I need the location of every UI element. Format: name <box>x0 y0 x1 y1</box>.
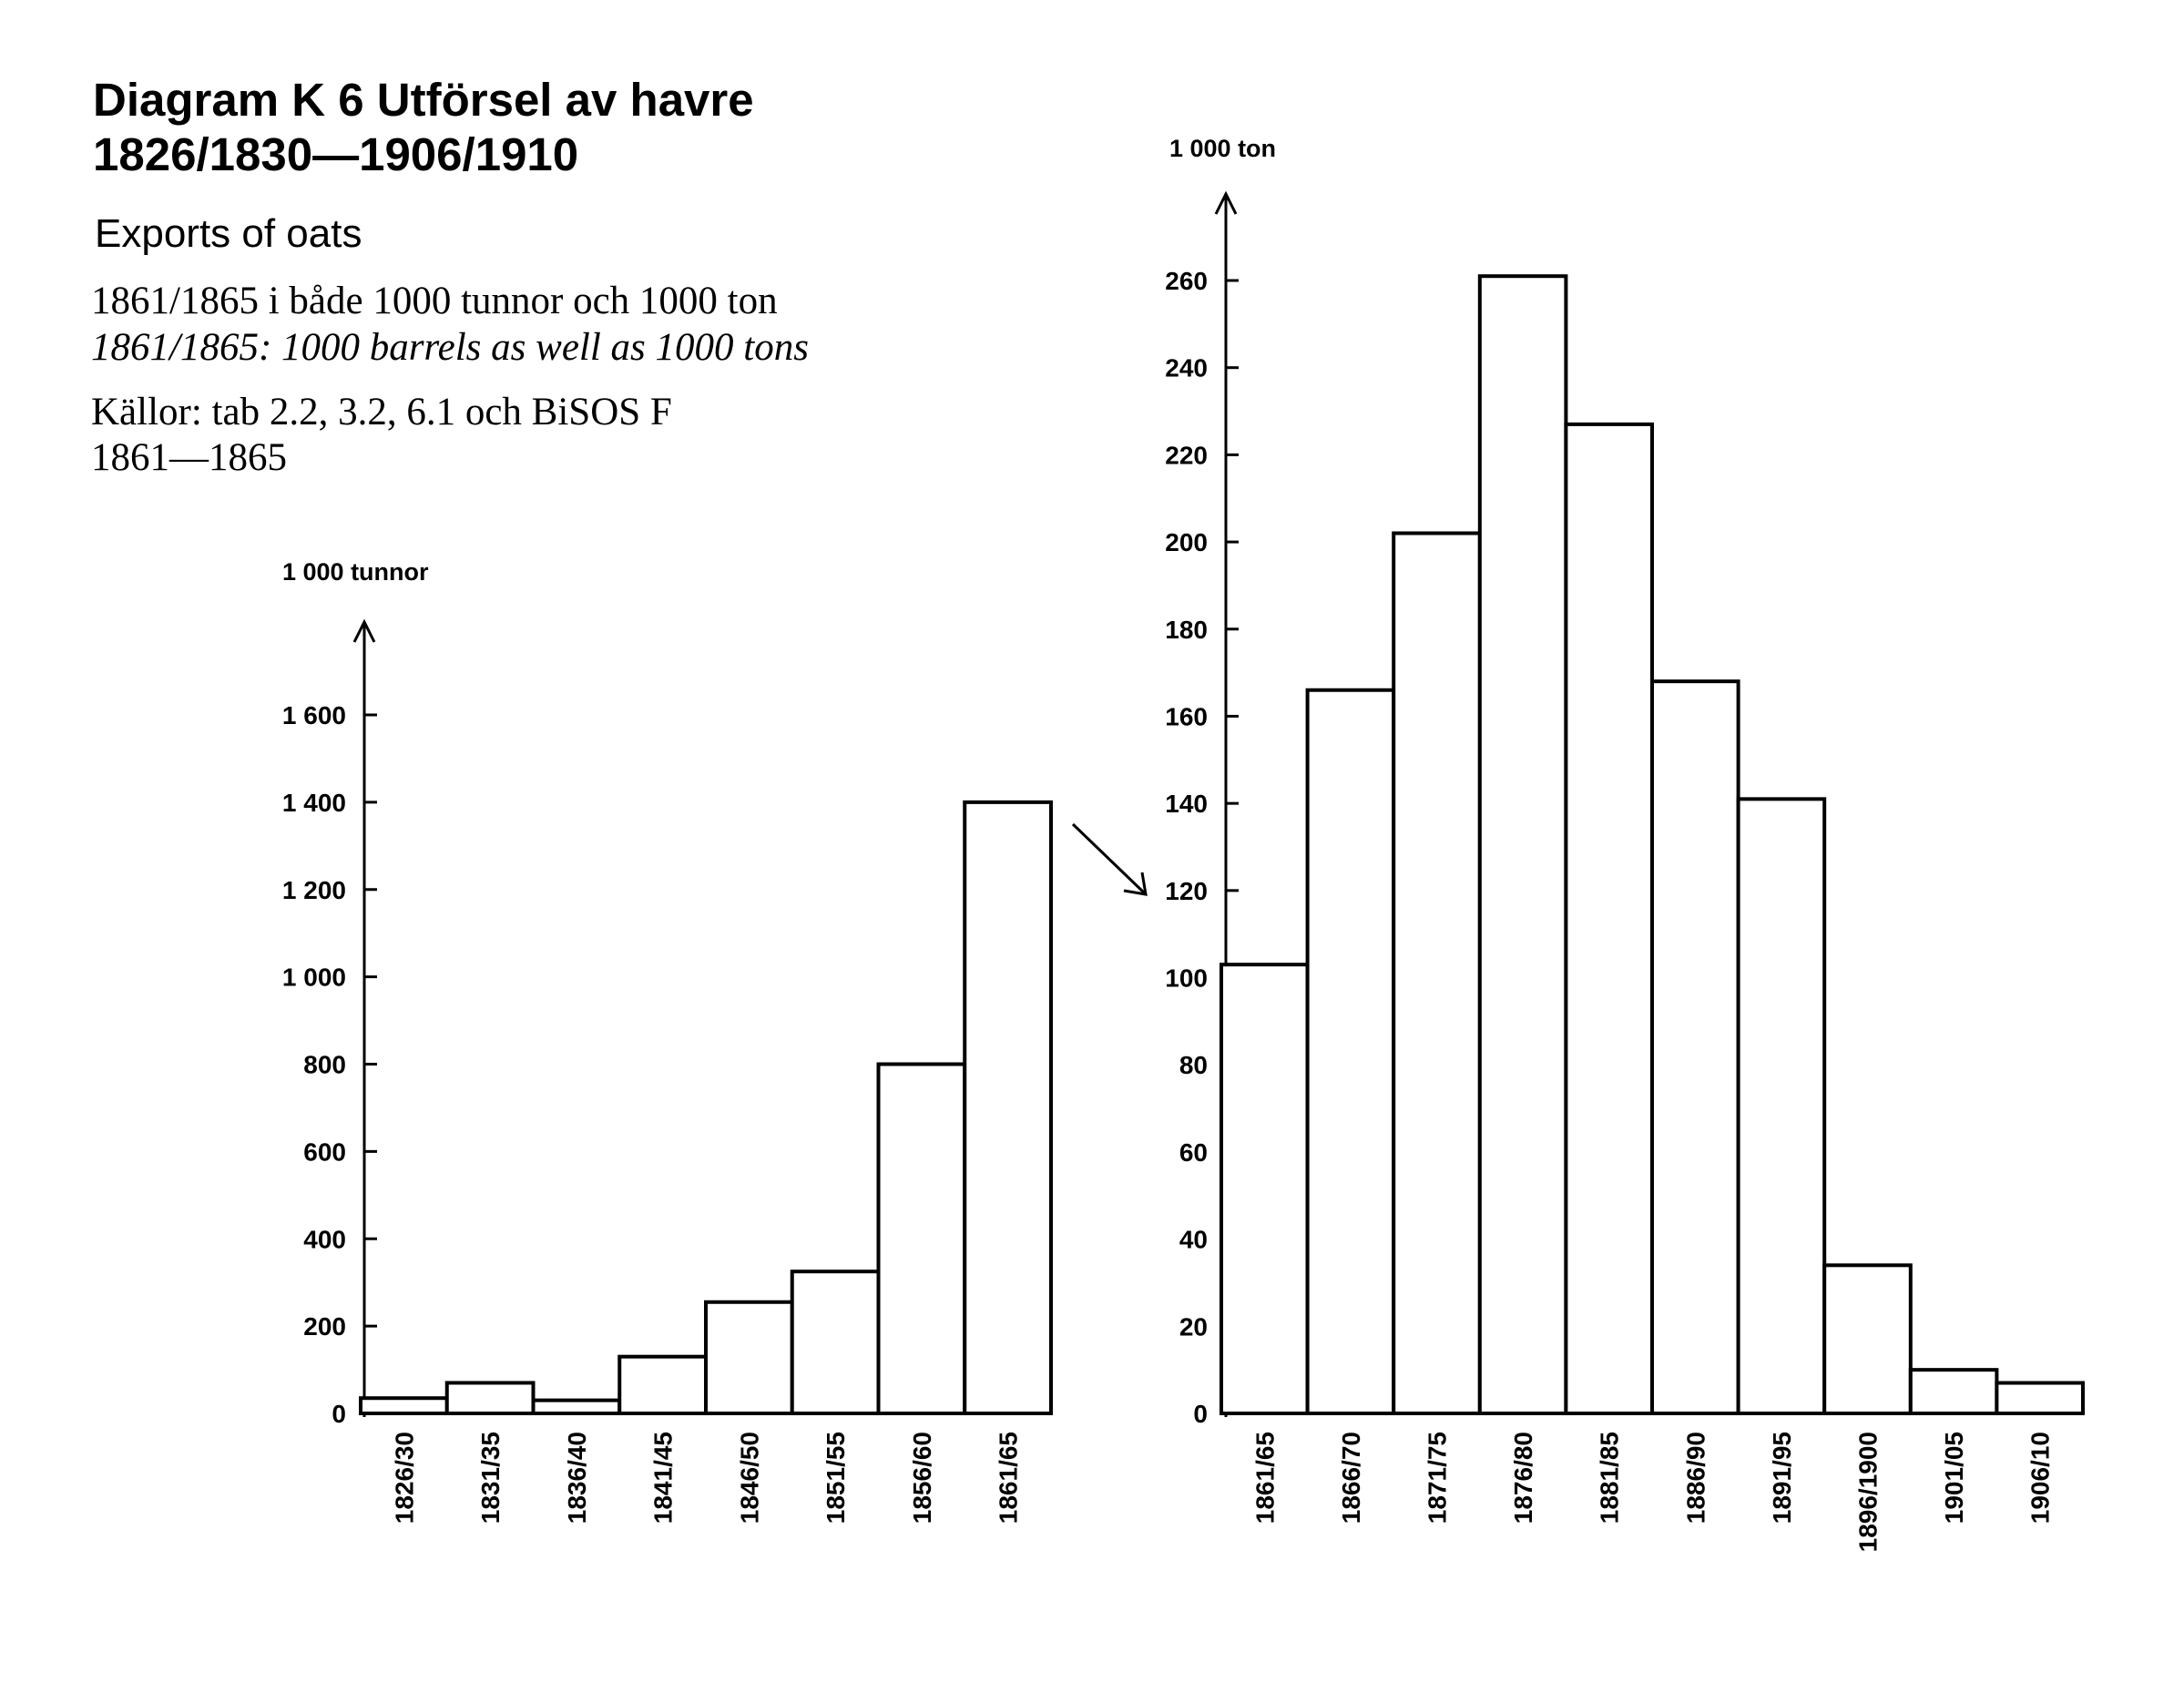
x-tick-label: 1896/1900 <box>1854 1432 1883 1552</box>
sources-line-2: 1861—1865 <box>91 436 287 479</box>
y-tick-label: 240 <box>1165 354 1208 382</box>
x-tick-label: 1861/65 <box>1250 1432 1279 1524</box>
x-tick-label: 1901/05 <box>1940 1432 1968 1524</box>
x-tick-label: 1851/55 <box>822 1432 850 1524</box>
x-tick-label: 1846/50 <box>735 1432 763 1524</box>
y-tick-label: 140 <box>1165 790 1208 818</box>
bar <box>1392 531 1482 1415</box>
y-tick-label: 120 <box>1165 877 1208 905</box>
chart-title: Diagram K 6 Utförsel av havre 1826/1830—… <box>93 73 876 182</box>
bar <box>1822 1263 1913 1416</box>
sources-note: Källor: tab 2.2, 3.2, 6.1 och BiSOS F 18… <box>91 390 870 481</box>
x-tick-label: 1831/35 <box>476 1432 505 1524</box>
x-tick-label: 1891/95 <box>1768 1432 1796 1524</box>
y-tick-label: 40 <box>1179 1226 1208 1254</box>
y-axis-label: 1 000 ton <box>1169 135 1276 162</box>
bar <box>359 1396 449 1416</box>
bar <box>704 1300 794 1416</box>
bar <box>1564 422 1655 1415</box>
y-tick-label: 0 <box>332 1400 346 1428</box>
y-tick-label: 60 <box>1179 1138 1208 1167</box>
y-tick-label: 260 <box>1165 267 1208 295</box>
bar <box>617 1354 708 1416</box>
bar <box>1908 1368 1999 1415</box>
y-axis-arrow <box>1214 190 1238 215</box>
title-line-2: 1826/1830—1906/1910 <box>93 128 579 180</box>
bar <box>876 1062 967 1415</box>
y-tick-label: 20 <box>1179 1312 1208 1341</box>
x-tick-label: 1856/60 <box>908 1432 936 1524</box>
y-axis-label: 1 000 tunnor <box>282 558 429 586</box>
chart-tons: 1 000 ton 0 20 40 60 80 100 120 140 160 180 200 220 2… <box>1165 135 2085 1552</box>
note-swedish: 1861/1865 i både 1000 tunnor och 1000 to… <box>91 280 778 322</box>
bar <box>1650 679 1740 1415</box>
y-tick-label: 1 200 <box>282 876 346 904</box>
sources-line-1: Källor: tab 2.2, 3.2, 6.1 och BiSOS F <box>91 391 672 433</box>
bar <box>790 1270 881 1415</box>
title-line-1: Diagram K 6 Utförsel av havre <box>93 74 754 126</box>
bar <box>1995 1381 2085 1415</box>
y-tick-label: 100 <box>1165 964 1208 993</box>
subtitle-english: Exports of oats <box>95 211 362 256</box>
x-tick-label: 1866/70 <box>1337 1432 1365 1524</box>
y-tick-label: 600 <box>303 1137 346 1166</box>
x-tick-label: 1861/65 <box>995 1432 1023 1524</box>
chart-barrels: 1 000 tunnor 0 200 400 600 800 1 000 1 200 1 400… <box>282 558 1053 1524</box>
y-tick-label: 800 <box>303 1051 346 1079</box>
y-tick-label: 220 <box>1165 441 1208 469</box>
y-tick-label: 180 <box>1165 616 1208 644</box>
connector-arrow <box>1071 822 1148 896</box>
y-tick-label: 0 <box>1193 1400 1208 1428</box>
bar <box>1220 963 1310 1415</box>
y-tick-label: 1 400 <box>282 789 346 817</box>
x-tick-label: 1841/45 <box>649 1432 678 1524</box>
x-tick-label: 1826/30 <box>390 1432 418 1524</box>
y-tick-label: 200 <box>303 1312 346 1341</box>
y-tick-label: 160 <box>1165 702 1208 730</box>
bar <box>963 800 1053 1415</box>
y-tick-label: 200 <box>1165 528 1208 556</box>
x-tick-label: 1886/90 <box>1681 1432 1709 1524</box>
y-tick-label: 1 600 <box>282 701 346 729</box>
bar <box>1736 797 1827 1415</box>
y-tick-label: 1 000 <box>282 964 346 992</box>
y-axis-arrow <box>352 618 376 643</box>
y-tick-label: 400 <box>303 1225 346 1253</box>
note-english: 1861/1865: 1000 barrels as well as 1000 … <box>91 326 809 369</box>
bar <box>531 1398 622 1416</box>
x-tick-label: 1876/80 <box>1509 1432 1537 1524</box>
x-tick-label: 1881/85 <box>1596 1432 1624 1524</box>
bar <box>444 1381 536 1415</box>
bar <box>1305 688 1396 1415</box>
x-tick-label: 1906/10 <box>2026 1432 2055 1524</box>
bar <box>1477 274 1568 1416</box>
y-tick-label: 80 <box>1179 1051 1208 1079</box>
x-tick-label: 1836/40 <box>563 1432 591 1524</box>
x-tick-label: 1871/75 <box>1424 1432 1452 1524</box>
